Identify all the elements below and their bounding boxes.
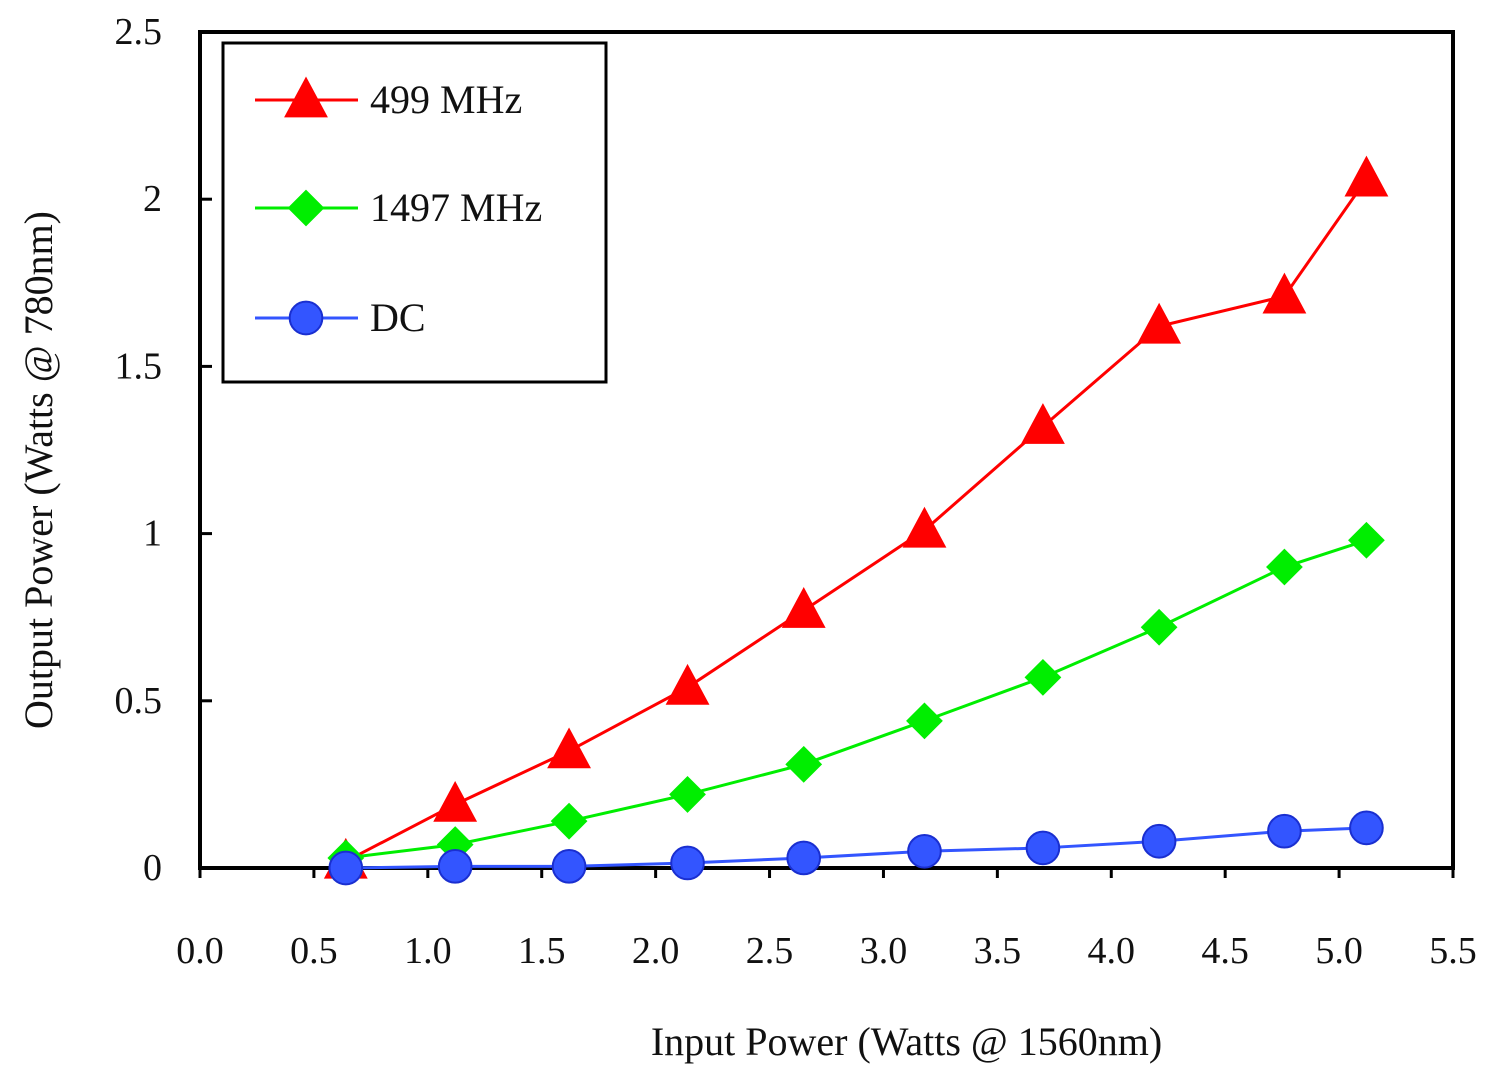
x-tick-label: 0.0 [176, 930, 224, 972]
data-point [547, 727, 591, 769]
legend-label: 1497 MHz [370, 185, 542, 230]
series-layer [323, 155, 1389, 886]
data-point [902, 506, 947, 548]
y-axis-ticks: 0 0.5 1 1.5 2 2.5 [115, 11, 212, 889]
x-tick-label: 4.5 [1201, 930, 1249, 972]
data-point [1024, 659, 1062, 696]
data-point [433, 780, 478, 822]
data-point [328, 850, 364, 886]
data-point [669, 776, 706, 813]
data-point [1349, 810, 1384, 846]
x-tick-label: 1.0 [404, 930, 452, 972]
data-point [1141, 823, 1177, 859]
data-point [1344, 155, 1389, 197]
x-axis-ticks: 0.0 0.5 1.0 1.5 2.0 2.5 3.0 3.5 4.0 4.5 5.0 5.5 [176, 868, 1477, 972]
series-line [345, 538, 1367, 860]
data-point [550, 802, 588, 840]
data-point [670, 845, 705, 881]
legend-marker [287, 189, 325, 227]
data-point [907, 833, 942, 869]
x-tick-label: 1.5 [518, 930, 566, 972]
data-point [1025, 830, 1061, 866]
data-point [785, 745, 823, 783]
y-tick-label: 1 [143, 513, 162, 555]
data-point [1137, 302, 1182, 344]
legend-label: 499 MHz [370, 77, 522, 122]
y-tick-label: 0 [143, 847, 162, 889]
x-tick-label: 5.0 [1315, 930, 1363, 972]
series-2 [328, 810, 1384, 886]
data-point [1348, 521, 1385, 559]
y-tick-label: 1.5 [115, 345, 163, 387]
data-point [786, 840, 822, 876]
x-tick-label: 0.5 [290, 930, 338, 972]
data-point [1262, 272, 1307, 314]
x-tick-label: 4.0 [1088, 930, 1136, 972]
x-tick-label: 5.5 [1429, 930, 1477, 972]
x-axis-title: Input Power (Watts @ 1560nm) [651, 1019, 1162, 1064]
data-point [665, 663, 710, 705]
y-tick-label: 2 [143, 178, 162, 220]
y-tick-label: 0.5 [115, 680, 163, 722]
series-line [345, 826, 1367, 870]
data-point [1021, 403, 1065, 444]
x-tick-label: 2.0 [632, 930, 680, 972]
data-point [551, 849, 587, 884]
series-line [345, 178, 1368, 863]
x-tick-label: 3.0 [860, 930, 908, 972]
data-point [1140, 608, 1178, 646]
data-point [781, 587, 826, 628]
data-point [437, 849, 473, 884]
legend: 499 MHz 1497 MHz DC [221, 41, 608, 384]
x-tick-label: 2.5 [746, 930, 794, 972]
legend-label: DC [370, 295, 426, 340]
data-point [1266, 548, 1303, 586]
legend-marker [284, 76, 328, 118]
data-point [906, 702, 943, 740]
y-axis-title: Output Power (Watts @ 780nm) [16, 211, 61, 729]
data-point [1267, 813, 1302, 849]
legend-marker [288, 300, 324, 336]
x-tick-label: 3.5 [974, 930, 1022, 972]
y-tick-label: 2.5 [115, 11, 163, 53]
